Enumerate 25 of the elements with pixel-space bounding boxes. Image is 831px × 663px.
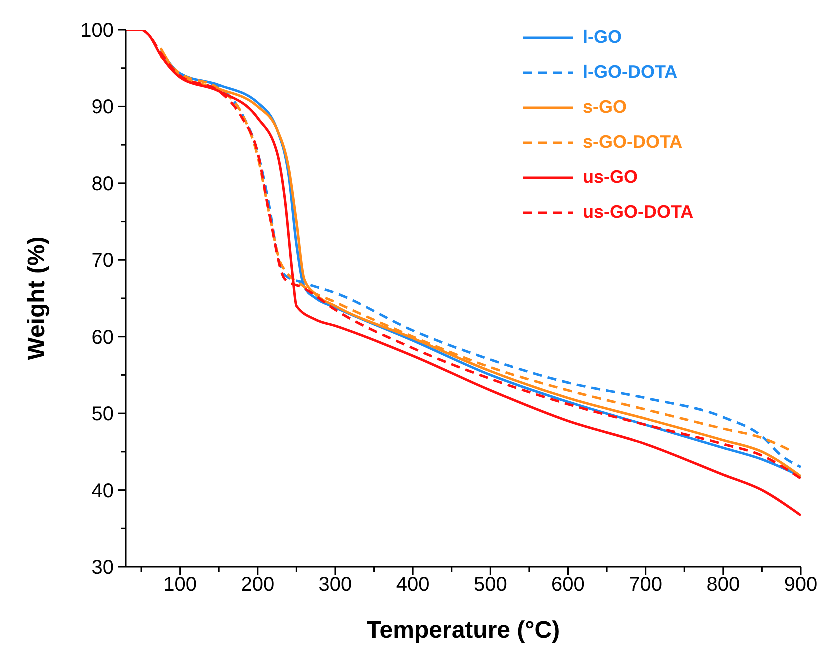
y-tick-label: 40 <box>92 480 114 502</box>
y-tick-label: 70 <box>92 250 114 272</box>
x-tick-label: 200 <box>241 574 275 596</box>
x-tick-label: 700 <box>629 574 663 596</box>
legend-label: l-GO <box>583 27 622 48</box>
y-axis-title: Weight (%) <box>24 236 51 360</box>
legend-label: us-GO-DOTA <box>583 202 694 223</box>
y-tick-label: 100 <box>80 20 114 42</box>
legend-label: us-GO <box>583 167 638 188</box>
y-tick-label: 30 <box>92 557 114 579</box>
y-tick-label: 60 <box>92 326 114 349</box>
x-tick-label: 500 <box>474 574 508 596</box>
legend-label: l-GO-DOTA <box>583 62 678 83</box>
x-tick-label: 300 <box>318 574 352 596</box>
y-tick-label: 50 <box>92 404 114 426</box>
x-tick-label: 100 <box>164 574 197 596</box>
x-tick-label: 900 <box>784 574 818 596</box>
x-tick-label: 800 <box>706 574 740 596</box>
legend-label: s-GO-DOTA <box>583 132 683 153</box>
legend-label: s-GO <box>583 97 628 118</box>
y-tick-label: 90 <box>92 96 114 119</box>
y-tick-label: 80 <box>92 173 114 196</box>
x-tick-label: 600 <box>552 574 585 596</box>
x-tick-label: 400 <box>396 574 430 596</box>
x-axis-title: Temperature (°C) <box>366 617 560 644</box>
